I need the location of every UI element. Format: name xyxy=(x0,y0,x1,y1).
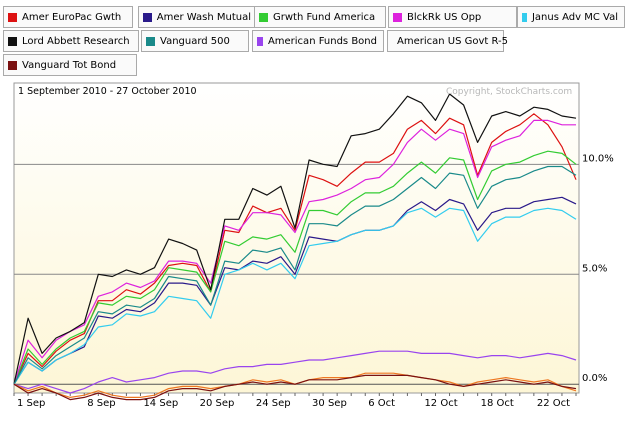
series-line xyxy=(13,113,577,385)
x-tick-label: 6 Oct xyxy=(368,398,395,409)
chart-area: 0.0% 5.0% 10.0% 1 Sep 8 Sep 14 Sep 20 Sep 24 S… xyxy=(0,80,625,424)
series-line xyxy=(13,150,577,385)
legend-label: Amer EuroPac Gwth xyxy=(22,11,122,23)
x-tick-label: 22 Oct xyxy=(537,398,570,409)
legend-label: Vanguard 500 xyxy=(160,35,230,47)
legend-swatch xyxy=(146,36,155,46)
legend-item: Grwth Fund America xyxy=(254,6,386,28)
x-tick-label: 24 Sep xyxy=(256,398,291,409)
legend-item: Amer EuroPac Gwth xyxy=(3,6,133,28)
legend-swatch xyxy=(259,12,268,22)
series-line xyxy=(13,350,577,394)
copyright-watermark: Copyright, StockCharts.com xyxy=(446,87,572,97)
legend-swatch xyxy=(8,60,17,70)
legend-swatch xyxy=(522,12,527,22)
legend-item: Vanguard Tot Bond xyxy=(3,54,137,76)
legend-swatch xyxy=(8,36,17,46)
legend-label: Lord Abbett Research xyxy=(22,35,130,47)
y-tick-label: 0.0% xyxy=(582,373,607,384)
legend-label: Vanguard Tot Bond xyxy=(22,59,117,71)
legend-label: BlckRk US Opp xyxy=(407,11,482,23)
x-tick-label: 18 Oct xyxy=(481,398,514,409)
x-tick-label: 20 Sep xyxy=(200,398,235,409)
legend-swatch xyxy=(143,12,152,22)
x-tick-label: 14 Sep xyxy=(143,398,178,409)
y-tick-label: 5.0% xyxy=(582,263,607,274)
series-line xyxy=(13,374,577,401)
series-line xyxy=(13,165,577,385)
legend-item: Vanguard 500 xyxy=(141,30,249,52)
legend-label: Janus Adv MC Val xyxy=(531,11,618,23)
x-tick-label: 8 Sep xyxy=(87,398,115,409)
legend-label: Amer Wash Mutual xyxy=(156,11,251,23)
legend-item: BlckRk US Opp xyxy=(388,6,517,28)
date-range-label: 1 September 2010 - 27 October 2010 xyxy=(18,86,197,97)
series-line xyxy=(13,196,577,385)
legend-label: Grwth Fund America xyxy=(273,11,376,23)
legend-swatch xyxy=(8,12,17,22)
chart-legend: Amer EuroPac Gwth Amer Wash Mutual Grwth F… xyxy=(0,0,625,80)
legend-swatch xyxy=(393,12,402,22)
legend-label: American US Govt R-5 xyxy=(397,35,509,47)
legend-item: American US Govt R-5 xyxy=(387,30,508,52)
legend-label: American Funds Bond xyxy=(267,35,377,47)
performance-line-chart: 0.0% 5.0% 10.0% 1 Sep 8 Sep 14 Sep 20 Sep 24 S… xyxy=(13,82,614,409)
series-line xyxy=(13,119,576,385)
plot-background xyxy=(13,82,580,394)
legend-item: Lord Abbett Research xyxy=(3,30,139,52)
x-tick-label: 12 Oct xyxy=(424,398,457,409)
x-tick-label: 30 Sep xyxy=(312,398,347,409)
legend-item: Janus Adv MC Val xyxy=(517,6,625,28)
legend-swatch xyxy=(257,36,263,46)
series-line xyxy=(13,93,577,385)
legend-item: Amer Wash Mutual xyxy=(138,6,258,28)
legend-item: American Funds Bond xyxy=(252,30,384,52)
series-line xyxy=(13,207,577,385)
y-tick-label: 10.0% xyxy=(582,153,614,164)
x-tick-label: 1 Sep xyxy=(17,398,45,409)
